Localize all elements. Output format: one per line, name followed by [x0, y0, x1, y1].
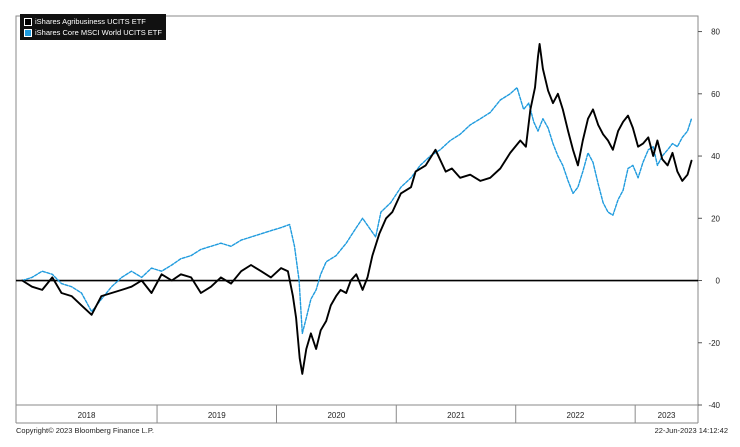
y-tick-label: -20	[708, 339, 720, 348]
series-layer	[21, 43, 693, 375]
y-tick-label: 20	[711, 214, 720, 223]
y-tick-label: 0	[716, 277, 721, 286]
copyright-text: Copyright© 2023 Bloomberg Finance L.P.	[16, 426, 154, 435]
legend-swatch-msci-world-icon	[24, 28, 32, 37]
series-line-msci-world	[21, 86, 693, 335]
plot-border	[15, 15, 699, 406]
y-tick-label: 80	[711, 28, 720, 37]
x-tick-label: 2019	[208, 411, 226, 420]
x-axis: 2018 2019 2020 2021 2022 2023	[78, 405, 676, 423]
x-tick-label: 2020	[327, 411, 345, 420]
legend-item-agribusiness: iShares Agribusiness UCITS ETF	[24, 16, 162, 27]
y-axis: 80 60 40 20 0 -20 -40	[698, 28, 721, 410]
legend-item-msci-world: iShares Core MSCI World UCITS ETF	[24, 27, 162, 38]
legend-label-msci-world: iShares Core MSCI World UCITS ETF	[35, 28, 162, 37]
legend-label-agribusiness: iShares Agribusiness UCITS ETF	[35, 17, 146, 26]
y-tick-label: 40	[711, 152, 720, 161]
timestamp-text: 22-Jun-2023 14:12:42	[654, 426, 728, 435]
x-tick-label: 2022	[567, 411, 585, 420]
legend: iShares Agribusiness UCITS ETF iShares C…	[20, 14, 166, 40]
x-tick-label: 2021	[447, 411, 465, 420]
x-tick-label: 2018	[78, 411, 96, 420]
series-line-agribusiness	[21, 43, 693, 375]
y-tick-label: 60	[711, 90, 720, 99]
x-tick-label: 2023	[658, 411, 676, 420]
y-tick-label: -40	[708, 401, 720, 410]
plot-area	[15, 15, 699, 424]
legend-swatch-agribusiness-icon	[24, 17, 32, 26]
